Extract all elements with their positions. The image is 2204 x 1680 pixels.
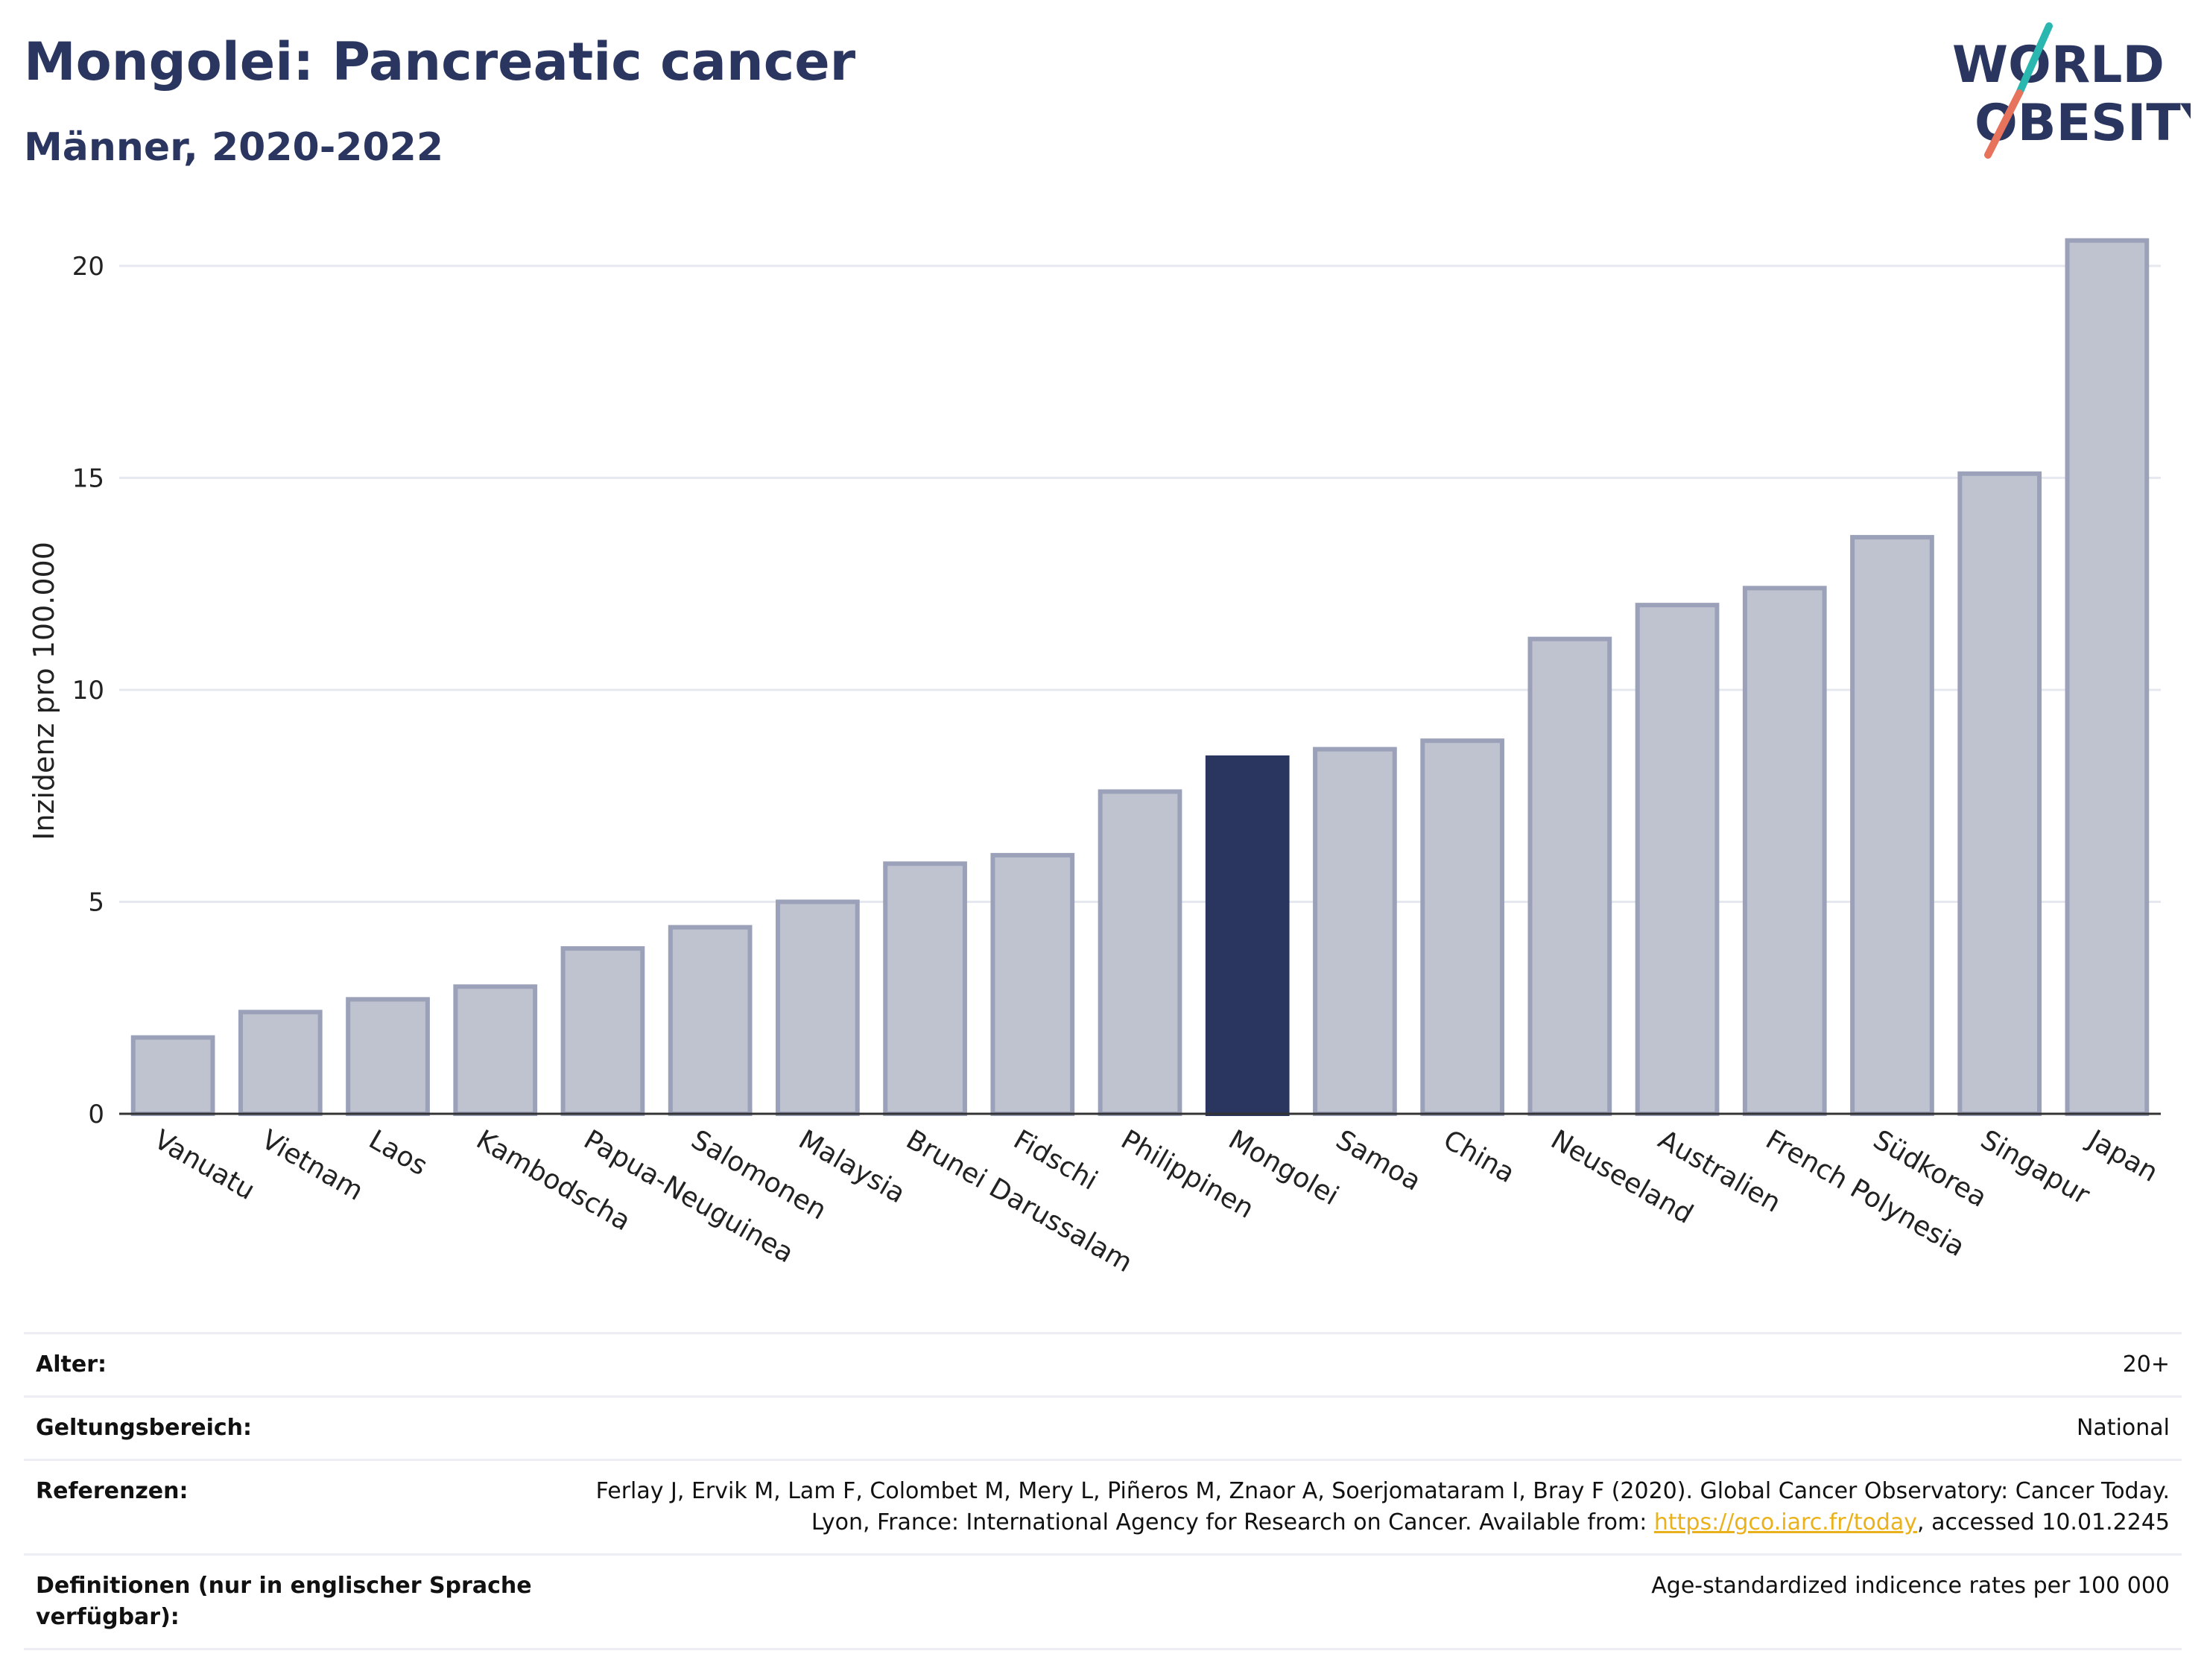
reference-link[interactable]: https://gco.iarc.fr/today	[1653, 1509, 1918, 1535]
x-tick-label: Vanuatu	[149, 1124, 260, 1206]
meta-key: Alter:	[24, 1332, 569, 1397]
page-title: Mongolei: Pancreatic cancer	[24, 31, 856, 92]
x-tick-label: Samoa	[1331, 1124, 1426, 1197]
bar-kambodscha	[453, 984, 538, 1117]
bars	[130, 238, 2150, 1117]
meta-key: Referenzen:	[24, 1459, 569, 1555]
meta-row-scope: Geltungsbereich: National	[24, 1395, 2182, 1460]
meta-value: Ferlay J, Ervik M, Lam F, Colombet M, Me…	[569, 1459, 2182, 1555]
reference-text: Ferlay J, Ervik M, Lam F, Colombet M, Me…	[595, 1478, 2170, 1535]
x-tick-label: Japan	[2082, 1123, 2163, 1188]
x-tick-label: Singapur	[1975, 1124, 2094, 1211]
bar-vietnam	[238, 1009, 323, 1117]
bar-philippinen	[1098, 789, 1182, 1116]
x-tick-label: Vietnam	[256, 1124, 368, 1207]
bar-laos	[346, 997, 430, 1117]
bar-australien	[1635, 603, 1720, 1116]
meta-row-definitions: Definitionen (nur in englischer Sprache …	[24, 1553, 2182, 1650]
bar-brunei-darussalam	[883, 861, 967, 1116]
bar-neuseeland	[1527, 636, 1612, 1116]
x-tick-label: China	[1438, 1124, 1520, 1189]
bar-vanuatu	[130, 1035, 215, 1116]
world-obesity-logo: WORLD OBESITY	[1952, 22, 2191, 159]
meta-row-references: Referenzen: Ferlay J, Ervik M, Lam F, Co…	[24, 1459, 2182, 1555]
meta-key: Geltungsbereich:	[24, 1395, 569, 1460]
bar-südkorea	[1850, 535, 1934, 1117]
meta-value: Age-standardized indicence rates per 100…	[569, 1553, 2182, 1650]
x-tick-label: Laos	[364, 1124, 432, 1182]
meta-value: 20+	[569, 1332, 2182, 1397]
y-tick-label: 5	[88, 887, 104, 917]
bar-salomonen	[668, 925, 753, 1116]
y-tick-label: 15	[72, 463, 104, 493]
y-tick-label: 0	[88, 1100, 104, 1129]
x-tick-label: French Polynesia	[1761, 1124, 1970, 1263]
bar-singapur	[1957, 471, 2042, 1116]
meta-key: Definitionen (nur in englischer Sprache …	[24, 1553, 569, 1650]
meta-value: National	[569, 1395, 2182, 1460]
y-tick-label: 20	[72, 252, 104, 282]
y-tick-labels: 0 5 10 15 20	[72, 252, 104, 1129]
bar-french-polynesia	[1742, 586, 1827, 1116]
reference-accessed: , accessed 10.01.2245	[1917, 1509, 2170, 1535]
page-subtitle: Männer, 2020-2022	[24, 125, 444, 170]
y-tick-label: 10	[72, 676, 104, 706]
metadata-table: Alter: 20+ Geltungsbereich: National Ref…	[24, 1332, 2182, 1650]
meta-row-age: Alter: 20+	[24, 1332, 2182, 1397]
bar-mongolei	[1205, 755, 1290, 1116]
bar-papua-neuguinea	[560, 946, 645, 1116]
bar-japan	[2065, 238, 2150, 1116]
bar-china	[1420, 738, 1504, 1116]
logo-line1: WORLD	[1952, 36, 2165, 95]
bar-samoa	[1313, 747, 1397, 1116]
bar-malaysia	[776, 899, 860, 1116]
bar-fidschi	[990, 852, 1075, 1117]
y-axis-label: Inzidenz pro 100.000	[28, 542, 60, 840]
